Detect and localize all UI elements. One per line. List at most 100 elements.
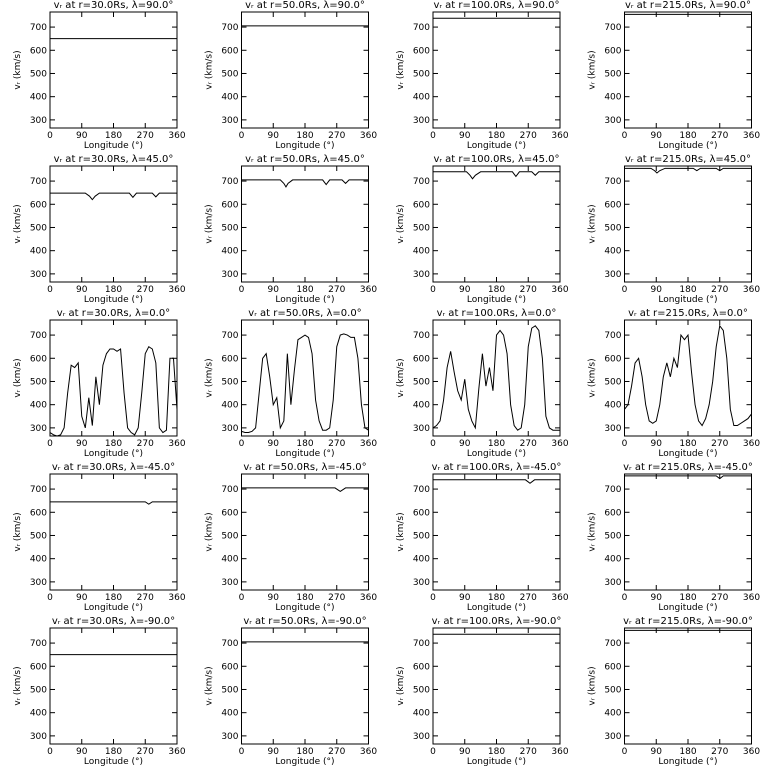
y-tick-label: 700 <box>604 331 621 341</box>
y-tick-label: 400 <box>413 709 430 719</box>
x-axis-label: Longitude (°) <box>467 603 526 613</box>
y-tick-label: 400 <box>30 709 47 719</box>
x-tick-label: 0 <box>430 593 436 603</box>
y-tick-label: 500 <box>30 223 47 233</box>
x-tick-label: 0 <box>622 747 628 757</box>
x-tick-label: 90 <box>76 285 88 295</box>
x-tick-label: 270 <box>520 131 537 141</box>
x-tick-label: 270 <box>137 131 154 141</box>
y-tick-label: 600 <box>30 354 47 364</box>
x-tick-label: 0 <box>430 285 436 295</box>
data-line <box>433 479 560 484</box>
x-axis-label: Longitude (°) <box>467 295 526 305</box>
y-tick-label: 700 <box>413 639 430 649</box>
y-tick-label: 500 <box>413 69 430 79</box>
x-tick-label: 270 <box>137 285 154 295</box>
y-tick-label: 400 <box>221 555 238 565</box>
x-tick-label: 180 <box>296 439 313 449</box>
y-tick-label: 500 <box>413 223 430 233</box>
x-tick-label: 270 <box>137 747 154 757</box>
x-tick-label: 270 <box>711 131 728 141</box>
x-tick-label: 0 <box>430 439 436 449</box>
chart-title: vᵣ at r=50.0Rs, λ=-45.0° <box>243 462 366 473</box>
y-axis-label: vᵣ (km/s) <box>396 50 406 89</box>
y-tick-label: 300 <box>30 732 47 742</box>
plot-frame <box>49 319 178 437</box>
y-tick-label: 700 <box>413 23 430 33</box>
x-tick-label: 360 <box>743 593 760 603</box>
plot-frame <box>432 627 561 745</box>
y-tick-label: 500 <box>413 531 430 541</box>
panel: vᵣ at r=50.0Rs, λ=-90.0° 300 400 500 600 700 0… <box>205 616 378 767</box>
y-tick-label: 600 <box>30 46 47 56</box>
chart-title: vᵣ at r=215.0Rs, λ=-45.0° <box>623 462 753 473</box>
y-tick-label: 300 <box>221 578 238 588</box>
y-tick-label: 700 <box>221 639 238 649</box>
panel: vᵣ at r=100.0Rs, λ=-90.0° 300 400 500 600 700… <box>396 616 569 767</box>
x-axis-label: Longitude (°) <box>275 295 334 305</box>
x-axis-label: Longitude (°) <box>84 141 143 151</box>
x-tick-label: 0 <box>47 131 53 141</box>
x-tick-label: 360 <box>551 439 568 449</box>
y-tick-label: 500 <box>604 69 621 79</box>
x-tick-label: 90 <box>459 747 471 757</box>
y-tick-label: 400 <box>30 555 47 565</box>
y-tick-label: 500 <box>221 223 238 233</box>
panel: vᵣ at r=100.0Rs, λ=-45.0° 300 400 500 600 700… <box>396 462 569 613</box>
x-tick-label: 270 <box>520 285 537 295</box>
x-axis-label: Longitude (°) <box>467 141 526 151</box>
y-axis-label: vᵣ (km/s) <box>396 204 406 243</box>
y-tick-label: 300 <box>221 116 238 126</box>
x-tick-label: 90 <box>459 285 471 295</box>
x-tick-label: 0 <box>47 593 53 603</box>
y-axis-label: vᵣ (km/s) <box>588 358 598 397</box>
x-tick-label: 90 <box>76 131 88 141</box>
panel: vᵣ at r=50.0Rs, λ=45.0° 300 400 500 600 700 0 9… <box>205 154 378 305</box>
x-tick-label: 90 <box>76 593 88 603</box>
y-tick-label: 300 <box>30 270 47 280</box>
y-axis-label: vᵣ (km/s) <box>13 358 23 397</box>
data-line <box>241 487 369 492</box>
y-tick-label: 300 <box>413 116 430 126</box>
x-tick-label: 360 <box>168 131 185 141</box>
x-tick-label: 180 <box>679 747 696 757</box>
chart-title: vᵣ at r=30.0Rs, λ=-90.0° <box>52 616 175 627</box>
y-tick-label: 300 <box>604 424 621 434</box>
panel: vᵣ at r=50.0Rs, λ=0.0° 300 400 500 600 700 0 90… <box>205 308 378 459</box>
y-axis-label: vᵣ (km/s) <box>588 50 598 89</box>
x-tick-label: 180 <box>488 439 505 449</box>
x-tick-label: 360 <box>360 747 377 757</box>
x-tick-label: 180 <box>488 747 505 757</box>
x-tick-label: 360 <box>168 439 185 449</box>
chart-title: vᵣ at r=50.0Rs, λ=90.0° <box>245 0 365 11</box>
plot-frame <box>241 319 369 437</box>
x-tick-label: 270 <box>711 285 728 295</box>
plot-frame <box>241 165 369 283</box>
x-tick-label: 90 <box>459 593 471 603</box>
y-tick-label: 400 <box>604 709 621 719</box>
y-axis-label: vᵣ (km/s) <box>396 666 406 705</box>
plot-frame <box>432 165 561 283</box>
y-tick-label: 400 <box>604 555 621 565</box>
x-axis-label: Longitude (°) <box>84 295 143 305</box>
y-tick-label: 700 <box>604 639 621 649</box>
y-tick-label: 500 <box>221 685 238 695</box>
x-tick-label: 90 <box>651 131 663 141</box>
data-line <box>433 171 560 180</box>
x-tick-label: 180 <box>296 593 313 603</box>
plot-frame <box>241 11 369 129</box>
x-tick-label: 180 <box>679 593 696 603</box>
x-axis-label: Longitude (°) <box>658 757 717 767</box>
plot-frame <box>432 11 561 129</box>
x-tick-label: 90 <box>459 439 471 449</box>
x-tick-label: 360 <box>743 747 760 757</box>
plot-frame <box>432 319 561 437</box>
plot-frame <box>49 165 178 283</box>
x-axis-label: Longitude (°) <box>658 449 717 459</box>
y-axis-label: vᵣ (km/s) <box>13 50 23 89</box>
data-line <box>432 325 560 431</box>
y-tick-label: 400 <box>221 93 238 103</box>
x-tick-label: 90 <box>268 747 280 757</box>
y-tick-label: 600 <box>604 508 621 518</box>
y-tick-label: 300 <box>30 424 47 434</box>
